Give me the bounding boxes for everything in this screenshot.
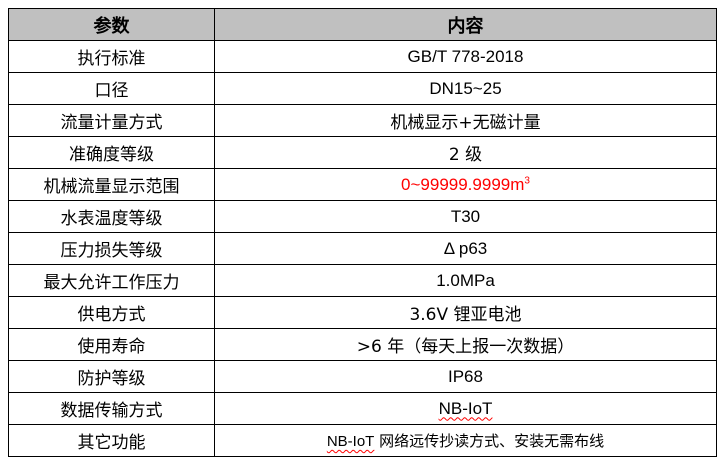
table-row: 流量计量方式 机械显示+无磁计量 xyxy=(8,104,717,137)
table-row: 压力损失等级 Δ p63 xyxy=(8,232,717,265)
nbiot-text: NB-IoT xyxy=(438,398,493,418)
table-row: 准确度等级 2 级 xyxy=(8,136,717,169)
table-row: 供电方式 3.6V 锂亚电池 xyxy=(8,296,717,329)
param-cell: 其它功能 xyxy=(8,424,215,457)
table-row: 执行标准 GB/T 778-2018 xyxy=(8,40,717,73)
table-row: 使用寿命 >6 年（每天上报一次数据） xyxy=(8,328,717,361)
value-cell: NB-IoT 网络远传抄读方式、安装无需布线 xyxy=(214,424,717,457)
value-cell: 机械显示+无磁计量 xyxy=(214,104,717,137)
param-cell: 数据传输方式 xyxy=(8,392,215,425)
value-cell: Δ p63 xyxy=(214,232,717,265)
value-cell: >6 年（每天上报一次数据） xyxy=(214,328,717,361)
param-cell: 使用寿命 xyxy=(8,328,215,361)
param-cell: 流量计量方式 xyxy=(8,104,215,137)
table-row: 防护等级 IP68 xyxy=(8,360,717,393)
table-row: 其它功能 NB-IoT 网络远传抄读方式、安装无需布线 xyxy=(8,424,717,457)
value-cell: 0~99999.9999m3 xyxy=(214,168,717,201)
nbiot-prefix: NB-IoT xyxy=(326,433,375,450)
param-cell: 最大允许工作压力 xyxy=(8,264,215,297)
param-cell: 防护等级 xyxy=(8,360,215,393)
table-row: 机械流量显示范围 0~99999.9999m3 xyxy=(8,168,717,201)
header-content: 内容 xyxy=(214,8,717,41)
header-param: 参数 xyxy=(8,8,215,41)
spec-table: 参数 内容 执行标准 GB/T 778-2018 口径 DN15~25 流量计量方式… xyxy=(8,8,717,457)
value-cell: GB/T 778-2018 xyxy=(214,40,717,73)
table-row: 水表温度等级 T30 xyxy=(8,200,717,233)
table-header-row: 参数 内容 xyxy=(8,8,717,41)
table-row: 口径 DN15~25 xyxy=(8,72,717,105)
value-cell: NB-IoT xyxy=(214,392,717,425)
param-cell: 口径 xyxy=(8,72,215,105)
param-cell: 压力损失等级 xyxy=(8,232,215,265)
other-function-text: 网络远传抄读方式、安装无需布线 xyxy=(374,432,605,450)
value-cell: 2 级 xyxy=(214,136,717,169)
table-row: 最大允许工作压力 1.0MPa xyxy=(8,264,717,297)
param-cell: 执行标准 xyxy=(8,40,215,73)
value-cell: 1.0MPa xyxy=(214,264,717,297)
range-value: 0~99999.9999m xyxy=(401,174,525,194)
value-cell: T30 xyxy=(214,200,717,233)
table-row: 数据传输方式 NB-IoT xyxy=(8,392,717,425)
value-cell: DN15~25 xyxy=(214,72,717,105)
value-cell: 3.6V 锂亚电池 xyxy=(214,296,717,329)
value-cell: IP68 xyxy=(214,360,717,393)
param-cell: 供电方式 xyxy=(8,296,215,329)
param-cell: 水表温度等级 xyxy=(8,200,215,233)
param-cell: 准确度等级 xyxy=(8,136,215,169)
range-unit-sup: 3 xyxy=(524,174,530,186)
param-cell: 机械流量显示范围 xyxy=(8,168,215,201)
